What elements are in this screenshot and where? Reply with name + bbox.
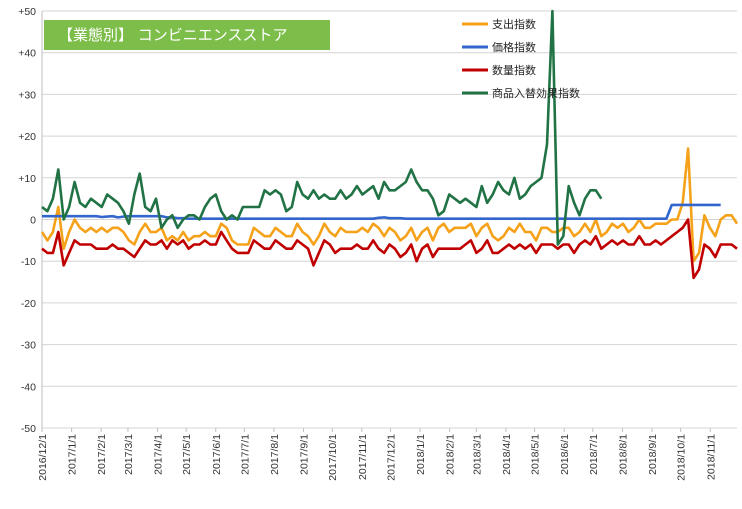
x-tick-label: 2017/5/1 — [181, 434, 193, 475]
x-tick-label: 2017/8/1 — [269, 434, 281, 475]
y-tick-label: +40 — [18, 48, 36, 60]
y-tick-label: -50 — [21, 423, 36, 435]
y-tick-label: -10 — [21, 256, 36, 268]
x-tick-label: 2018/8/1 — [617, 434, 629, 475]
x-tick-label: 2017/2/1 — [96, 434, 108, 475]
series-line-0 — [40, 147, 739, 263]
x-tick-label: 2017/1/1 — [67, 434, 79, 475]
y-tick-label: -30 — [21, 340, 36, 352]
x-axis-ticks: 2016/12/1 2017/1/1 2017/2/1 2017/3/1 2017/4/… — [37, 428, 717, 481]
x-tick-label: 2017/7/1 — [239, 434, 251, 475]
y-tick-label: +30 — [18, 89, 36, 101]
x-tick-label: 2017/4/1 — [153, 434, 165, 475]
x-tick-label: 2017/9/1 — [299, 434, 311, 475]
x-tick-label: 2018/1/1 — [415, 434, 427, 475]
legend-label: 商品入替効果指数 — [492, 86, 580, 100]
y-axis-ticks: +50 +40 +30 +20 +10 0 -10 -20 -30 -40 -50 — [18, 6, 36, 435]
y-tick-label: -40 — [21, 381, 36, 393]
x-tick-label: 2018/11/1 — [705, 434, 717, 480]
legend-label: 支出指数 — [492, 17, 536, 31]
chart-title-box: 【業態別】 コンビニエンスストア — [44, 20, 330, 50]
x-tick-label: 2018/4/1 — [501, 434, 513, 475]
y-tick-label: +50 — [18, 6, 36, 18]
y-tick-label: 0 — [30, 215, 36, 227]
series-line-1 — [42, 203, 721, 220]
x-tick-label: 2016/12/1 — [37, 434, 49, 481]
series-line-3 — [41, 9, 603, 246]
x-tick-label: 2018/3/1 — [471, 434, 483, 475]
x-tick-label: 2018/7/1 — [588, 434, 600, 475]
x-tick-label: 2018/5/1 — [530, 434, 542, 475]
y-tick-label: -20 — [21, 298, 36, 310]
x-tick-label: 2017/6/1 — [211, 434, 223, 475]
legend-label: 価格指数 — [492, 40, 536, 54]
title-background — [44, 20, 330, 50]
x-tick-label: 2018/10/1 — [676, 434, 688, 481]
x-tick-label: 2018/9/1 — [647, 434, 659, 475]
x-tick-label: 2017/3/1 — [123, 434, 135, 475]
x-tick-label: 2018/6/1 — [559, 434, 571, 475]
legend-label: 数量指数 — [492, 63, 536, 77]
series-lines — [40, 9, 739, 280]
x-tick-label: 2017/11/1 — [357, 434, 369, 480]
y-tick-label: +10 — [18, 173, 36, 185]
y-tick-label: +20 — [18, 131, 36, 143]
x-tick-label: 2017/12/1 — [385, 434, 397, 481]
chart-title: 【業態別】 コンビニエンスストア — [58, 26, 287, 44]
x-tick-label: 2018/2/1 — [445, 434, 457, 475]
series-line-2 — [41, 218, 738, 280]
x-tick-label: 2017/10/1 — [327, 434, 339, 481]
